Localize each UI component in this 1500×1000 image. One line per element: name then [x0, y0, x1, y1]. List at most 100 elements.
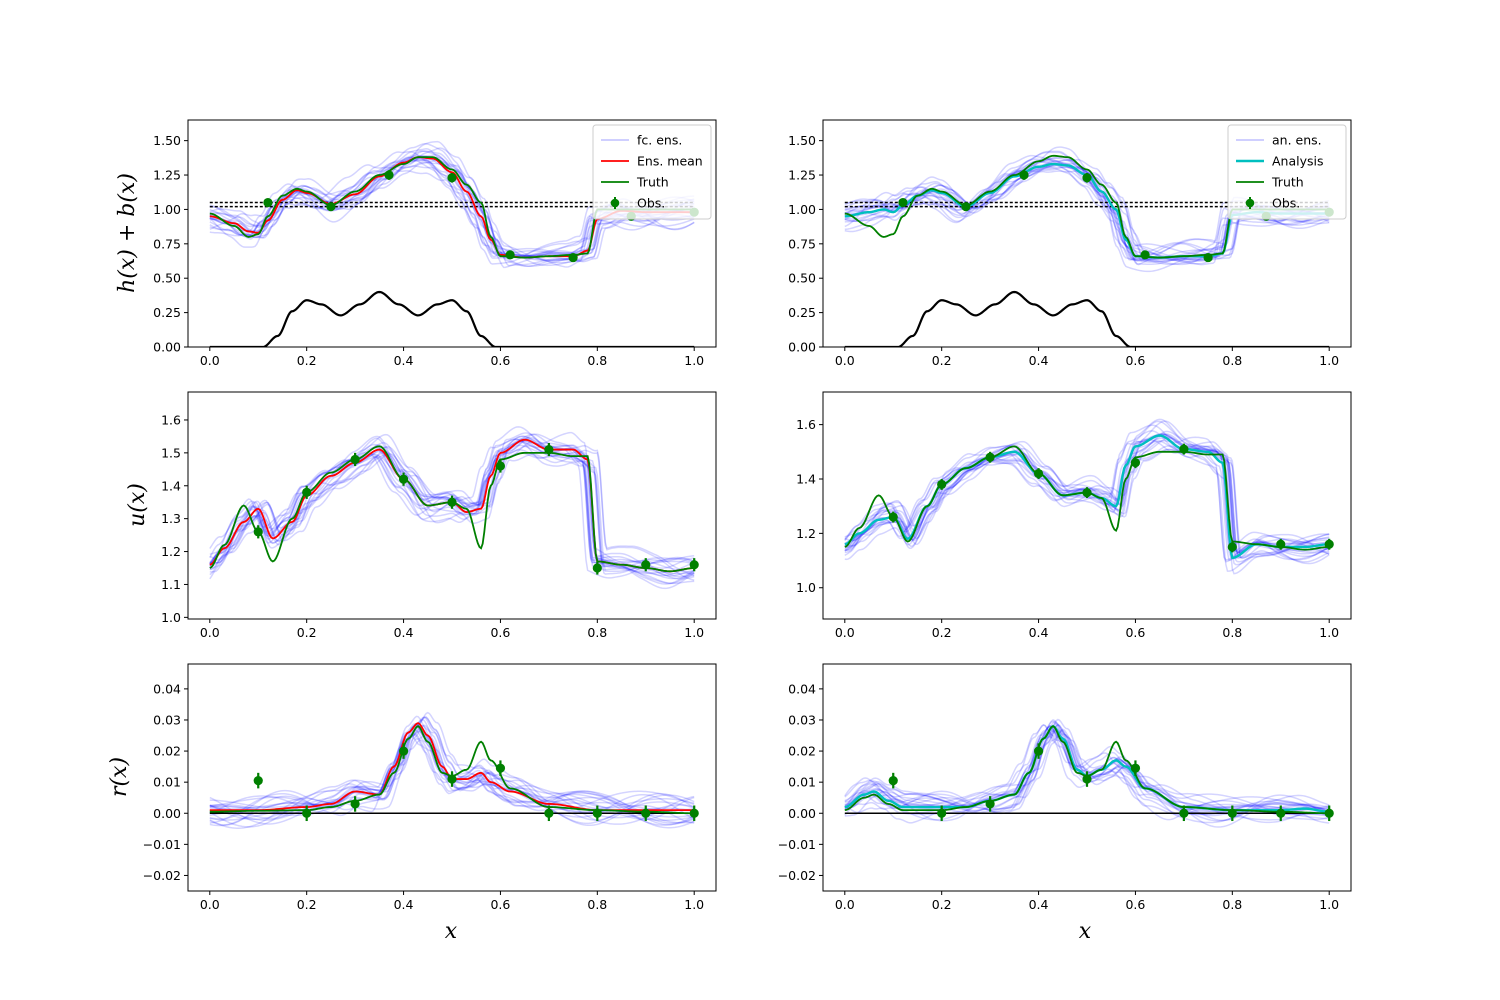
ensemble-member-line [844, 420, 1330, 565]
obs-point [888, 512, 898, 522]
axes-frame [822, 391, 1352, 620]
obs-point [544, 808, 554, 818]
y-tick-label: 1.6 [161, 412, 181, 427]
x-tick-label: 0.2 [297, 897, 317, 912]
panel-middle-right: 0.0 0.2 0.4 0.6 0.8 1.0 1.0 1.2 1.4 1.6 [796, 391, 1352, 640]
ensemble-member-line [209, 433, 695, 575]
panel-top-left: 0.0 0.2 0.4 0.6 0.8 1.0 0.00 0.25 0.50 0.75 1.00 1.… [153, 119, 717, 368]
legend-label: Obs. [637, 196, 665, 211]
x-tick-label: 1.0 [1319, 625, 1339, 640]
y-tick-label: 0.50 [153, 271, 181, 286]
legend-label: Obs. [1272, 196, 1300, 211]
ensemble-member-line [844, 445, 1330, 559]
obs-point [1140, 250, 1150, 260]
obs-point [1179, 808, 1189, 818]
x-tick-label: 0.4 [1029, 897, 1049, 912]
x-tick-label: 0.0 [835, 897, 855, 912]
obs-point [641, 808, 651, 818]
x-tick-label: 0.2 [932, 625, 952, 640]
x-tick-label: 0.2 [932, 897, 952, 912]
y-tick-label: 1.2 [161, 544, 181, 559]
panel-middle-left: 0.0 0.2 0.4 0.6 0.8 1.0 1.0 1.1 1.2 1.3 1.4 1.5 1.6 [161, 391, 717, 640]
plot-area [844, 718, 1334, 828]
y-tick-label: 0.50 [788, 271, 816, 286]
x-tick-label: 0.6 [490, 897, 510, 912]
y-tick-label: 0.01 [153, 775, 181, 790]
xlabel-left: x [445, 919, 458, 944]
y-tick-label: 1.50 [788, 133, 816, 148]
y-tick-label: −0.01 [143, 837, 181, 852]
obs-point [302, 808, 312, 818]
obs-point [985, 452, 995, 462]
obs-point [937, 479, 947, 490]
legend-label: an. ens. [1272, 133, 1322, 148]
x-tick-label: 0.8 [587, 625, 607, 640]
ensemble-member-line [209, 435, 695, 585]
y-tick-label: 0.25 [788, 305, 816, 320]
ylabel-h: h(x) + b(x) [115, 173, 140, 293]
ensemble-member-line [209, 433, 695, 574]
y-tick-label: −0.02 [143, 868, 181, 883]
x-tick-label: 0.4 [1029, 625, 1049, 640]
obs-point [1082, 487, 1092, 498]
x-tick-label: 0.6 [490, 625, 510, 640]
y-tick-label: 0.02 [153, 744, 181, 759]
ensemble-member-line [209, 426, 695, 590]
legend-frame [1227, 124, 1347, 220]
x-tick-label: 0.6 [490, 353, 510, 368]
y-tick-label: 1.6 [796, 417, 816, 432]
obs-point [263, 197, 273, 208]
x-tick-label: 0.6 [1125, 625, 1145, 640]
axes-frame [187, 391, 717, 620]
obs-point [398, 746, 409, 756]
axes-frame [822, 663, 1352, 892]
obs-point [1019, 170, 1029, 180]
ensemble-member-line [209, 734, 695, 820]
y-tick-label: 1.4 [161, 478, 181, 493]
panel-top-right: 0.0 0.2 0.4 0.6 0.8 1.0 0.00 0.25 0.50 0.75 1.00 1.… [788, 119, 1352, 368]
y-tick-label: 1.3 [161, 511, 181, 526]
ensemble-member-line [209, 711, 695, 821]
y-tick-label: 0.04 [788, 681, 816, 696]
y-tick-label: 1.25 [788, 168, 816, 183]
y-tick-label: 1.0 [796, 580, 816, 595]
obs-point [1324, 539, 1334, 549]
y-tick-label: 0.04 [153, 681, 181, 696]
obs-point [1227, 808, 1237, 818]
ensemble-member-line [844, 723, 1330, 822]
y-tick-label: 0.01 [788, 775, 816, 790]
y-tick-label: 0.03 [788, 712, 816, 727]
obs-point [544, 444, 554, 455]
ensemble-member-line [209, 716, 695, 825]
obs-point [384, 170, 394, 180]
y-tick-label: 0.00 [788, 806, 816, 821]
obs-point [505, 250, 515, 260]
y-tick-label: 0.75 [788, 236, 816, 251]
obs-point [1179, 444, 1189, 454]
y-tick-label: 1.25 [153, 168, 181, 183]
x-tick-label: 0.8 [587, 897, 607, 912]
y-tick-label: 0.00 [788, 340, 816, 355]
y-tick-label: 1.2 [796, 526, 816, 541]
x-tick-label: 1.0 [684, 353, 704, 368]
obs-point [447, 497, 457, 507]
x-tick-label: 0.4 [394, 353, 414, 368]
ensemble-member-line [209, 147, 695, 267]
x-tick-label: 0.2 [297, 353, 317, 368]
xlabel-right: x [1079, 919, 1092, 944]
axes-frame [187, 119, 717, 348]
plot-area [209, 426, 699, 590]
obs-point [689, 808, 699, 818]
obs-point [961, 202, 971, 212]
obs-point [1276, 539, 1286, 549]
y-tick-label: 1.1 [161, 577, 181, 592]
ensemble-member-line [209, 142, 695, 267]
obs-point [1130, 763, 1141, 773]
ylabel-r: r(x) [107, 757, 132, 797]
ensemble-member-line [209, 733, 695, 810]
obs-point [1033, 468, 1044, 479]
obs-point [1324, 808, 1334, 818]
obs-point [592, 563, 602, 573]
ensemble-member-line [209, 724, 695, 826]
